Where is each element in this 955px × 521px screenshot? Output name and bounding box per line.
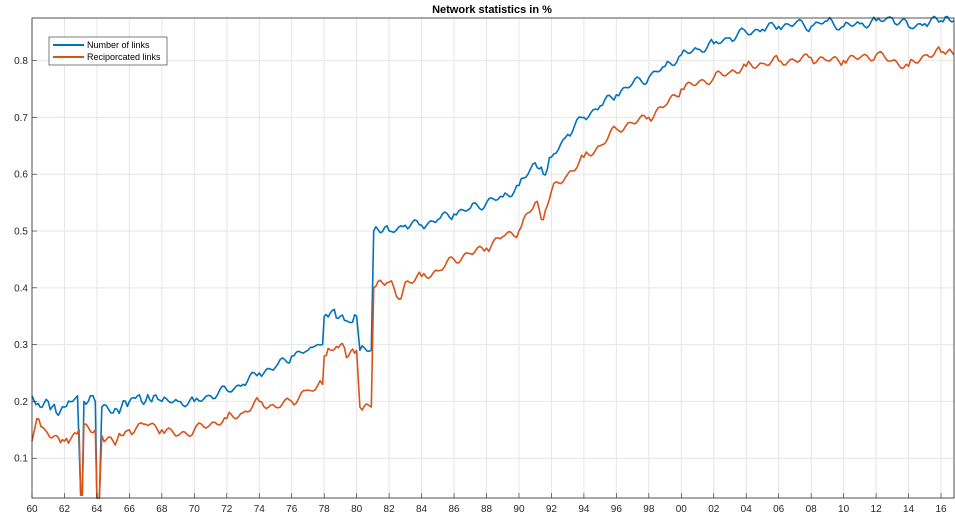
x-tick-label: 08 (806, 504, 818, 515)
series-lines (31, 15, 955, 499)
y-tick-labels: 0.1 0.2 0.3 0.4 0.5 0.6 0.7 0.8 (14, 56, 28, 465)
x-tick-label: 64 (91, 504, 103, 515)
y-tick-label: 0.5 (14, 227, 28, 238)
x-tick-label: 10 (838, 504, 850, 515)
x-tick-label: 06 (773, 504, 785, 515)
y-tick-label: 0.1 (14, 454, 28, 465)
x-tick-label: 70 (189, 504, 201, 515)
x-tick-label: 66 (124, 504, 136, 515)
x-tick-label: 92 (546, 504, 558, 515)
grid-lines (31, 18, 954, 498)
x-tick-label: 94 (578, 504, 590, 515)
y-tick-label: 0.3 (14, 340, 28, 351)
x-tick-label: 62 (59, 504, 71, 515)
x-tick-label: 96 (611, 504, 623, 515)
x-tick-label: 90 (513, 504, 525, 515)
series-line (31, 15, 955, 499)
x-tick-label: 02 (708, 504, 720, 515)
chart-title: Network statistics in % (432, 4, 552, 16)
y-tick-label: 0.7 (14, 113, 28, 124)
x-tick-labels: 60 62 64 66 68 70 72 74 76 78 80 82 84 86 88 90 92 94 96 98… (26, 504, 947, 515)
x-tick-label: 76 (286, 504, 298, 515)
series-line (31, 46, 955, 499)
x-tick-label: 98 (643, 504, 655, 515)
y-tick-label: 0.6 (14, 170, 28, 181)
y-tick-label: 0.4 (14, 283, 28, 294)
legend-box (48, 36, 168, 66)
x-tick-label: 04 (741, 504, 753, 515)
x-tick-label: 80 (351, 504, 363, 515)
legend-label-reciporcated-links: Reciporcated links (87, 52, 161, 62)
x-tick-label: 74 (254, 504, 266, 515)
x-tick-label: 14 (903, 504, 915, 515)
x-tick-label: 82 (384, 504, 396, 515)
x-tick-label: 68 (156, 504, 168, 515)
x-tick-label: 60 (26, 504, 38, 515)
x-tick-label: 86 (448, 504, 460, 515)
x-tick-label: 16 (935, 504, 947, 515)
y-tick-label: 0.8 (14, 56, 28, 67)
x-tick-label: 00 (676, 504, 688, 515)
x-tick-label: 84 (416, 504, 428, 515)
legend-label-number-of-links: Number of links (87, 40, 150, 50)
plot-area (32, 18, 954, 498)
x-tick-label: 88 (481, 504, 493, 515)
x-tick-label: 12 (871, 504, 883, 515)
x-tick-label: 78 (319, 504, 331, 515)
x-tick-label: 72 (221, 504, 233, 515)
y-tick-label: 0.2 (14, 397, 28, 408)
legend: Number of links Reciporcated links (48, 36, 168, 66)
plot-border (31, 17, 955, 499)
axes (31, 17, 955, 499)
